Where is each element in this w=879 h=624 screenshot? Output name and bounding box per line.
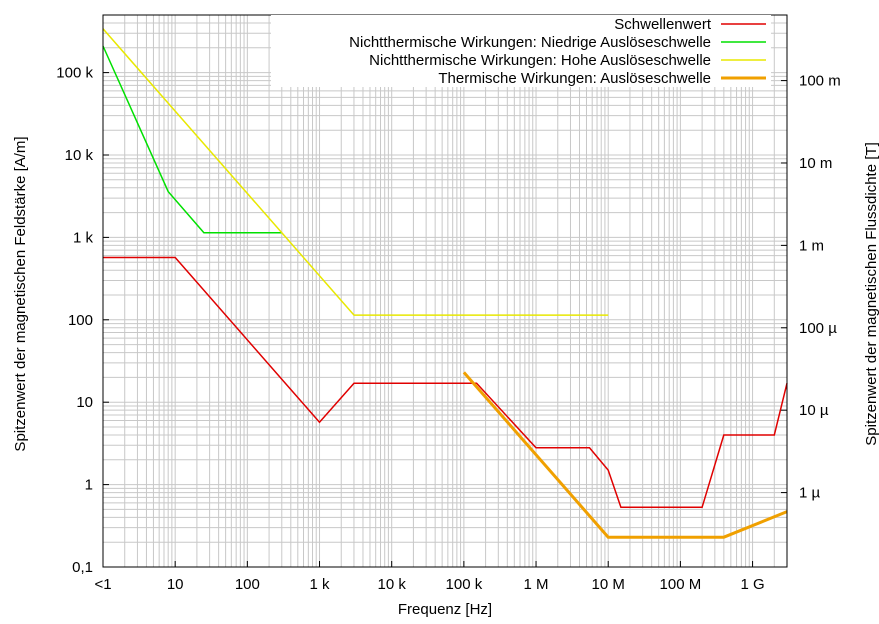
series-line-1: [102, 45, 282, 234]
y-tick-label: 10 k: [65, 147, 94, 164]
y2-tick-label: 1 µ: [799, 485, 821, 502]
y-axis-label: Spitzenwert der magnetischen Feldstärke …: [12, 136, 29, 451]
series-line-3: [462, 371, 788, 539]
y2-tick-label: 100 µ: [799, 320, 837, 337]
x-tick-label: 100 k: [446, 576, 483, 593]
ticks: <1 10 100 1 k 10 k 100 k 1 M 10 M 100 M 1 G 0,1 1 10…: [56, 65, 840, 593]
y-tick-label: 100: [68, 312, 93, 329]
x-tick-label: 100 M: [660, 576, 702, 593]
x-tick-label: 1 k: [310, 576, 331, 593]
legend-background: [271, 15, 771, 33]
legend-label-1: Nichtthermische Wirkungen: Niedrige Ausl…: [349, 34, 711, 51]
y2-tick-label: 10 µ: [799, 402, 829, 419]
legend-label-3: Thermische Wirkungen: Auslöseschwelle: [438, 70, 711, 87]
x-tick-label: 10 k: [378, 576, 407, 593]
y2-tick-label: 10 m: [799, 155, 832, 172]
x-axis-label: Frequenz [Hz]: [398, 601, 492, 618]
y-tick-label: 0,1: [72, 559, 93, 576]
legend-label-2: Nichtthermische Wirkungen: Hohe Auslöses…: [369, 52, 711, 69]
curves: [102, 28, 788, 539]
legend-background: [271, 51, 771, 69]
y-tick-label: 10: [76, 394, 93, 411]
x-tick-label: 1 M: [524, 576, 549, 593]
y2-axis-label: Spitzenwert der magnetischen Flussdichte…: [863, 142, 879, 445]
x-tick-label: 100: [235, 576, 260, 593]
y-tick-label: 1: [85, 477, 93, 494]
y2-tick-label: 100 m: [799, 73, 841, 90]
legend-background: [271, 69, 771, 87]
x-tick-label: 10: [167, 576, 184, 593]
y2-tick-label: 1 m: [799, 237, 824, 254]
y-tick-label: 100 k: [56, 65, 93, 82]
x-tick-label: 1 G: [740, 576, 764, 593]
grid: [102, 14, 788, 568]
y-tick-label: 1 k: [73, 229, 94, 246]
legend-background: [271, 33, 771, 51]
legend-label-0: Schwellenwert: [614, 16, 712, 33]
x-tick-label: 10 M: [592, 576, 625, 593]
series-line-0: [103, 256, 788, 509]
x-tick-label: <1: [94, 576, 111, 593]
series-line-2: [102, 28, 609, 316]
